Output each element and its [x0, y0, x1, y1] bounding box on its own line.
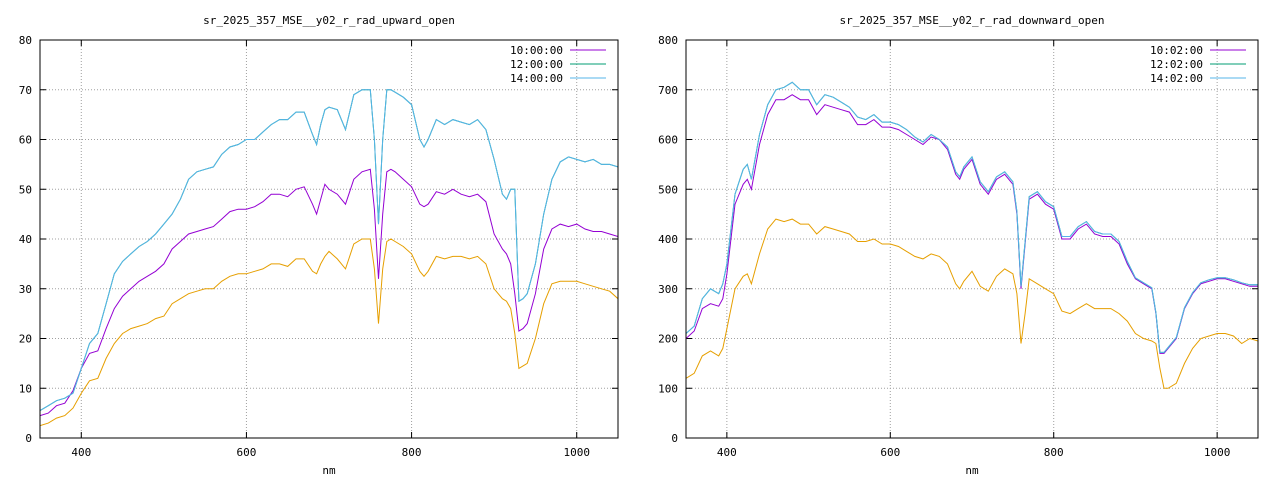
plot-frame [39, 39, 619, 439]
y-tick-label: 80 [19, 34, 32, 47]
y-tick-label: 200 [658, 333, 678, 346]
series-line-14-00-00 [40, 89, 618, 412]
legend-label: 14:00:00 [510, 72, 563, 85]
plot-frame [685, 39, 1259, 439]
y-tick-label: 100 [658, 382, 678, 395]
x-tick-label: 400 [71, 446, 91, 459]
legend-label: 12:02:00 [1150, 58, 1203, 71]
chart-panel-1: sr_2025_357_MSE__y02_r_rad_upward_open 40… [19, 14, 619, 477]
x-tick-label: 1000 [563, 446, 590, 459]
legend-label: 10:02:00 [1150, 44, 1203, 57]
y-tick-label: 40 [19, 233, 32, 246]
x-tick-label: 400 [717, 446, 737, 459]
series-line-10-02-00 [686, 94, 1258, 354]
series-line-14-02-00 [686, 81, 1258, 353]
x-axis-label: nm [322, 464, 336, 477]
y-tick-label: 800 [658, 34, 678, 47]
y-tick-label: 300 [658, 283, 678, 296]
x-tick-label: 600 [236, 446, 256, 459]
y-tick-label: 400 [658, 233, 678, 246]
legend-label: 14:02:00 [1150, 72, 1203, 85]
chart-title: sr_2025_357_MSE__y02_r_rad_downward_open [840, 14, 1105, 27]
chart-title: sr_2025_357_MSE__y02_r_rad_upward_open [203, 14, 455, 27]
series-line-12-02-00 [686, 81, 1258, 353]
y-tick-label: 500 [658, 183, 678, 196]
series-line-10-00-00 [40, 168, 618, 417]
x-tick-label: 800 [402, 446, 422, 459]
y-tick-label: 20 [19, 333, 32, 346]
y-tick-label: 10 [19, 382, 32, 395]
y-tick-label: 70 [19, 84, 32, 97]
y-tick-label: 60 [19, 134, 32, 147]
y-tick-label: 0 [671, 432, 678, 445]
y-tick-label: 50 [19, 183, 32, 196]
series-line-unlabeled [686, 218, 1258, 389]
series-line-12-00-00 [40, 89, 618, 412]
y-tick-label: 30 [19, 283, 32, 296]
x-tick-label: 600 [880, 446, 900, 459]
y-tick-label: 700 [658, 84, 678, 97]
x-axis-label: nm [965, 464, 979, 477]
legend-label: 12:00:00 [510, 58, 563, 71]
y-tick-label: 600 [658, 134, 678, 147]
chart-panel-2: sr_2025_357_MSE__y02_r_rad_downward_open… [658, 14, 1259, 477]
x-tick-label: 800 [1044, 446, 1064, 459]
x-tick-label: 1000 [1204, 446, 1231, 459]
y-tick-label: 0 [25, 432, 32, 445]
legend-label: 10:00:00 [510, 44, 563, 57]
series-line-unlabeled [40, 238, 618, 427]
